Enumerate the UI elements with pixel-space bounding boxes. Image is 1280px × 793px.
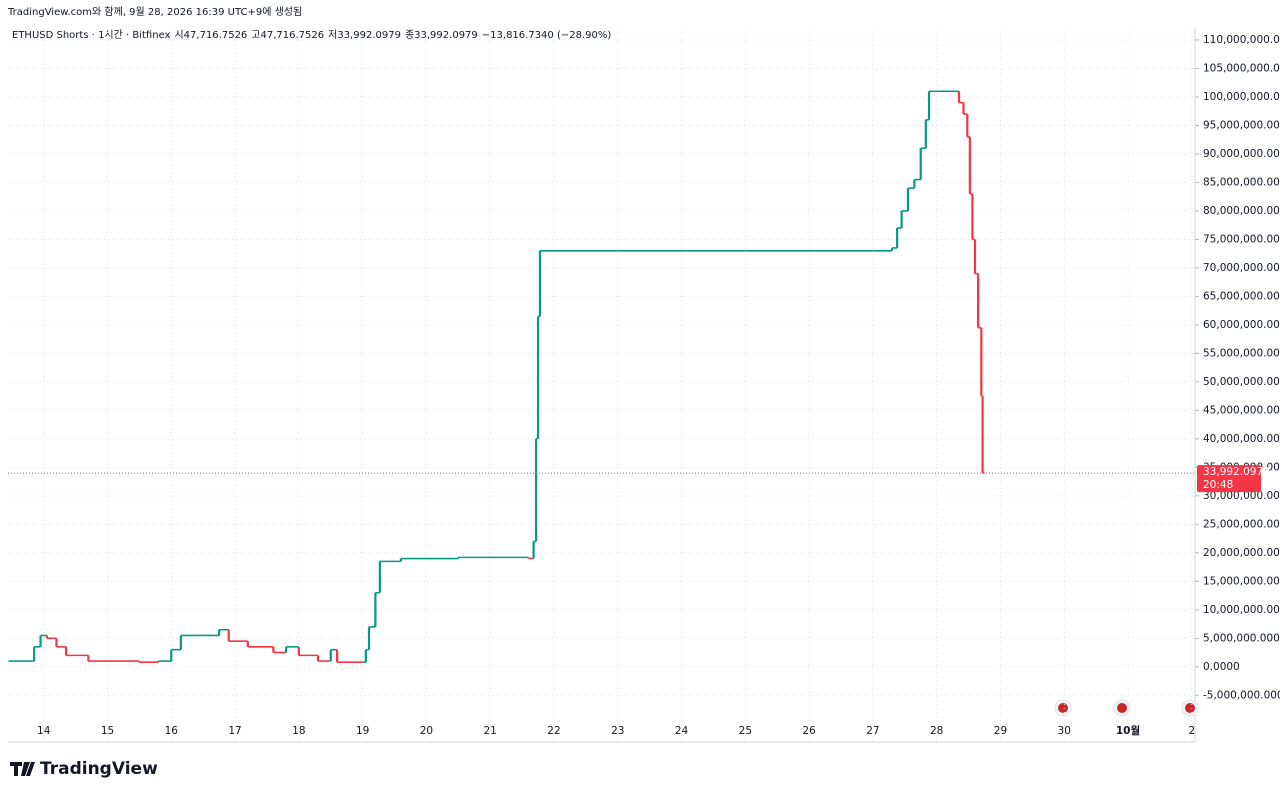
- x-tick-label: 27: [866, 725, 879, 737]
- y-tick-label: 30,000,000.0000: [1203, 490, 1280, 502]
- countdown: 20:48: [1203, 479, 1233, 491]
- x-tick-label: 30: [1058, 725, 1071, 737]
- x-tick-label: 15: [101, 725, 114, 737]
- x-tick-label: 18: [292, 725, 305, 737]
- x-tick-label: 25: [739, 725, 752, 737]
- legend-text: 고: [251, 30, 260, 41]
- x-tick-label: 17: [228, 725, 241, 737]
- event-flag-icon: [1117, 703, 1127, 713]
- legend-text: 47,716.7526: [261, 30, 325, 41]
- y-tick-label: 10,000,000.0000: [1203, 604, 1280, 616]
- legend-text: 시: [174, 29, 183, 41]
- y-tick-label: 75,000,000.0000: [1203, 233, 1280, 245]
- y-tick-label: 45,000,000.0000: [1203, 404, 1280, 416]
- y-tick-label: 55,000,000.0000: [1203, 347, 1280, 359]
- y-tick-label: 90,000,000.0000: [1203, 148, 1280, 160]
- y-tick-label: 85,000,000.0000: [1203, 176, 1280, 188]
- credit: TradingView.com와 함께, 9월 28, 2026 16:39 U…: [7, 6, 302, 18]
- x-tick-label: 26: [802, 725, 816, 737]
- x-tick-label: 19: [356, 725, 369, 737]
- y-tick-label: 105,000,000.0000: [1203, 62, 1280, 74]
- x-tick-label: 16: [165, 725, 179, 737]
- y-tick-label: 60,000,000.0000: [1203, 319, 1280, 331]
- legend-text: 저: [328, 29, 337, 41]
- y-tick-label: 20,000,000.0000: [1203, 547, 1280, 559]
- y-tick-label: 65,000,000.0000: [1203, 290, 1280, 302]
- y-tick-label: -5,000,000.0000: [1203, 689, 1280, 701]
- legend-text: ETHUSD Shorts · 1시간 · Bitfinex: [12, 29, 171, 41]
- logo-mark: [10, 762, 35, 776]
- x-tick-label: 28: [930, 725, 943, 737]
- x-tick-label: 23: [611, 725, 624, 737]
- logo: TradingView: [40, 759, 158, 779]
- y-tick-label: 0.0000: [1203, 661, 1240, 673]
- y-tick-label: 70,000,000.0000: [1203, 262, 1280, 274]
- x-tick-label: 21: [484, 725, 497, 737]
- y-tick-label: 15,000,000.0000: [1203, 575, 1280, 587]
- legend-text: 33,992.0979: [337, 30, 401, 41]
- y-tick-label: 50,000,000.0000: [1203, 376, 1280, 388]
- event-flags: [1054, 699, 1199, 717]
- price-tag: [1197, 465, 1261, 493]
- legend-text: 33,992.0979: [414, 30, 478, 41]
- x-tick-label: 2: [1188, 725, 1195, 737]
- legend-text: −13,816.7340 (−28.90%): [482, 30, 612, 41]
- y-tick-label: 25,000,000.0000: [1203, 518, 1280, 530]
- x-tick-label: 24: [675, 725, 689, 737]
- event-flag-icon: [1058, 703, 1068, 713]
- x-tick-label: 10월: [1116, 724, 1140, 737]
- legend: ETHUSD Shorts · 1시간 · Bitfinex 시 47,716.75…: [12, 29, 611, 41]
- x-tick-label: 22: [547, 725, 560, 737]
- y-tick-label: 95,000,000.0000: [1203, 119, 1280, 131]
- legend-text: 종: [405, 29, 414, 41]
- x-tick-label: 29: [994, 725, 1007, 737]
- y-tick-label: 100,000,000.0000: [1203, 91, 1280, 103]
- y-tick-label: 80,000,000.0000: [1203, 205, 1280, 217]
- y-tick-label: 5,000,000.0000: [1203, 632, 1280, 644]
- y-tick-label: 40,000,000.0000: [1203, 433, 1280, 445]
- legend-text: 47,716.7526: [184, 30, 248, 41]
- price-tag-label: 33,992.0979: [1203, 466, 1270, 478]
- x-tick-label: 14: [37, 725, 51, 737]
- event-flag-icon: [1185, 703, 1195, 713]
- y-tick-label: 110,000,000.0000: [1203, 34, 1280, 46]
- x-tick-label: 20: [420, 725, 433, 737]
